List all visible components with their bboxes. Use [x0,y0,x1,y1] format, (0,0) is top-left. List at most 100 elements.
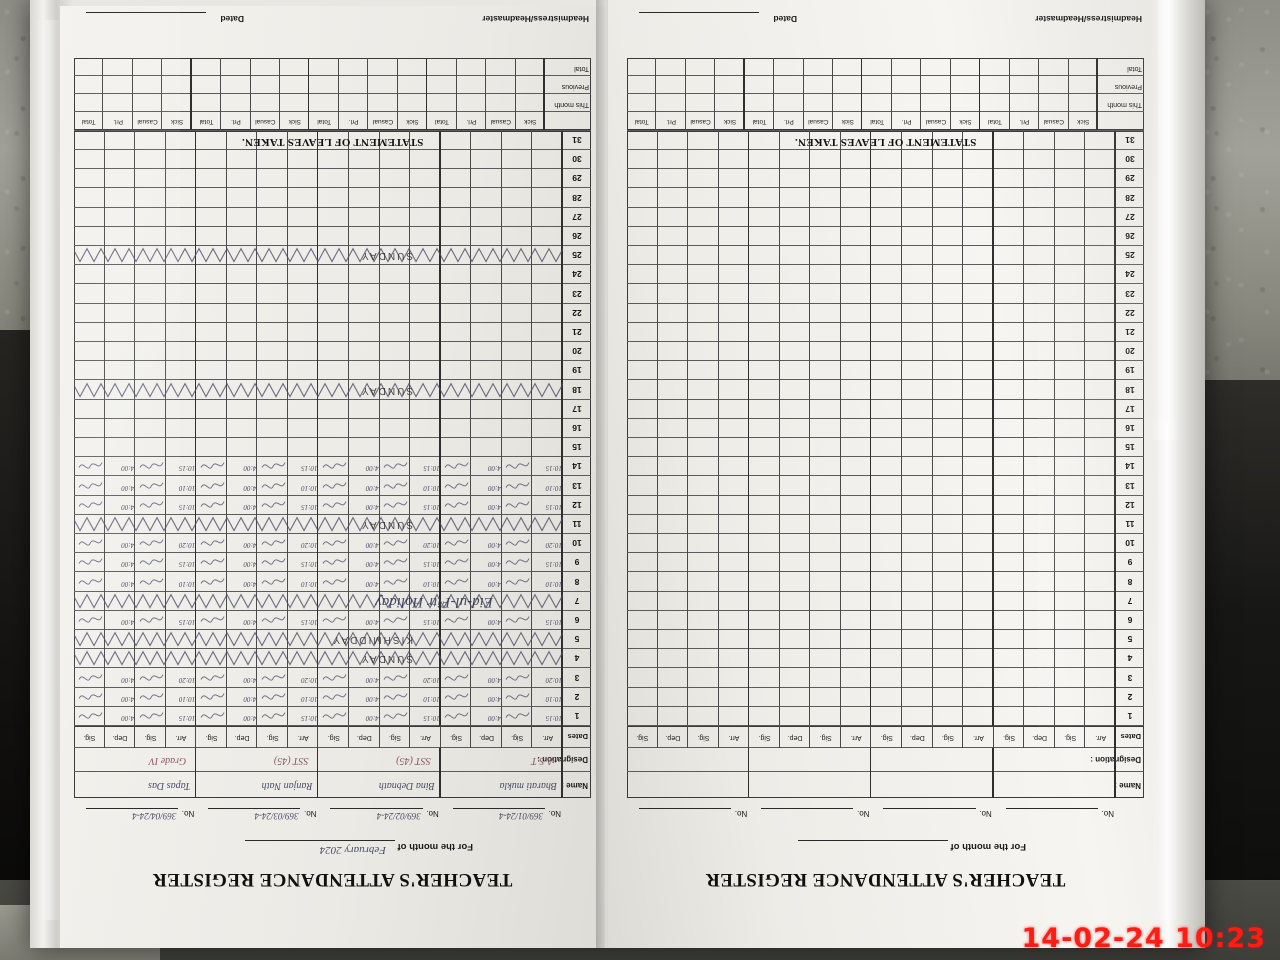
leaves-column-header: Casual [490,118,511,125]
teacher-no-label: No. [426,809,439,818]
date-number: 16 [572,423,582,433]
departure-time-value: 4:00 [365,464,379,473]
leaves-column-header: Total [199,118,214,125]
signature-scribble [139,558,164,566]
grid-row-line [627,494,1144,496]
grid-row-line [74,360,591,362]
grid-row-line [74,437,591,438]
signature-scribble [383,616,408,623]
signature-scribble [322,462,347,470]
grid-column-divider [1084,130,1086,726]
arrival-time-value: 10:15 [178,714,196,722]
departure-time-value: 4:00 [365,714,379,722]
grid-row-line [627,187,1144,189]
departure-time-value: 4:00 [365,502,379,511]
signature-scribble [78,558,103,566]
dated-label: Dated [220,14,244,24]
grid-row-line [627,168,1144,170]
grid-row-line [627,667,1144,669]
departure-time-value: 4:00 [243,502,257,511]
arrival-time-value: 10:10 [545,483,562,492]
leaves-column-header: Casual [925,118,947,125]
leaves-column-header: Prl. [466,118,477,125]
signature-scribble [444,539,469,546]
leaves-column-header: Sick [841,118,854,125]
month-value-handwritten: February 2024 [319,844,386,856]
leaves-column-header: Sick [723,118,737,125]
date-number: 5 [574,634,580,645]
attendance-column-header: Dep. [665,734,681,741]
grid-row-line [627,206,1144,208]
date-number: 29 [1125,173,1135,184]
leaves-row-line [74,111,591,112]
header-row-divider [627,747,1144,748]
arrival-time-value: 10:15 [545,618,562,626]
arrival-time-value: 10:15 [178,464,196,473]
date-number: 24 [1125,269,1135,280]
leaves-column-header: Prl. [666,118,677,125]
arrival-time-value: 10:15 [545,502,562,511]
signature-scribble [78,673,103,681]
holiday-strikethrough [74,631,563,647]
departure-time-value: 4:00 [365,618,379,626]
grid-column-divider [809,130,811,726]
departure-time-value: 4:00 [121,694,135,703]
date-number: 9 [574,557,580,568]
arrival-time-value: 10:15 [423,502,440,511]
signature-scribble [261,616,286,623]
grid-row-line [627,725,1144,726]
date-number: 9 [1127,557,1133,568]
date-number: 7 [574,595,580,606]
date-number: 22 [1125,307,1135,318]
attendance-column-header: Sig. [266,734,279,741]
headmaster-signature-label: Headmistress/Headmaster [482,14,589,24]
leaves-column-header: Total [634,118,649,125]
signature-scribble [261,481,286,489]
signature-scribble [139,616,164,623]
holiday-strikethrough [74,593,563,609]
teacher-no-rule [208,808,301,809]
signature-scribble [139,462,164,470]
attendance-column-header: Arr. [1095,734,1107,741]
signature-scribble [322,577,347,585]
signature-scribble [322,712,347,719]
departure-time-value: 4:00 [488,464,501,473]
date-number: 14 [572,461,582,472]
date-number: 2 [574,691,580,702]
date-number: 6 [1127,615,1133,625]
departure-time-value: 4:00 [488,579,501,588]
signature-scribble [78,693,103,700]
grid-row-line [627,629,1144,630]
date-number: 14 [1125,461,1135,472]
header-row-divider [627,771,1144,772]
leaves-column-header: Prl. [348,118,359,125]
leaves-column-header: Casual [808,118,829,125]
departure-time-value: 4:00 [243,694,257,703]
signature-scribble [505,673,530,681]
date-number: 26 [572,231,582,241]
signature-scribble [139,501,164,508]
departure-time-value: 4:00 [365,675,379,684]
departure-time-value: 4:00 [243,675,257,684]
leaves-column-header: Sick [959,118,972,125]
arrival-time-value: 10:10 [423,483,440,492]
signature-scribble [261,577,286,585]
signature-scribble [505,481,530,489]
signature-scribble [322,539,347,546]
header-group-divider [869,748,872,798]
date-number: 18 [1125,384,1135,395]
arrival-time-value: 10:15 [178,560,196,569]
leaves-column-header: Sick [406,118,419,125]
grid-column-divider [1053,130,1055,726]
leaves-column-header: Sick [170,118,184,125]
attendance-column-header: Arr. [850,734,862,741]
arrival-time-value: 10:10 [301,694,318,703]
grid-row-line [627,533,1144,534]
grid-row-line [627,283,1144,285]
signature-scribble [505,462,530,470]
arrival-time-value: 10:20 [423,541,440,550]
header-group-divider [194,748,197,798]
arrival-time-value: 10:20 [301,541,318,550]
grid-column-divider [839,130,841,726]
